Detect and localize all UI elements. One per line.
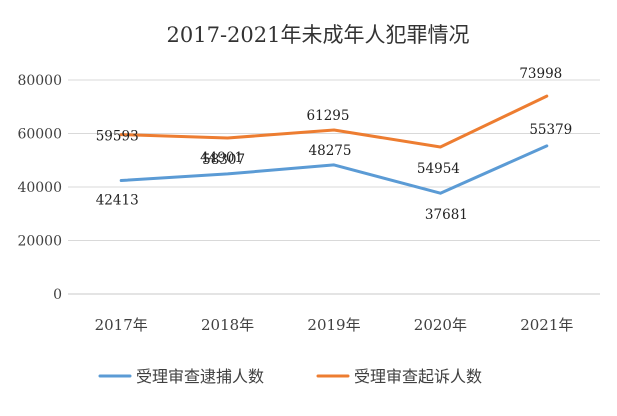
data-label: 59593 — [96, 129, 139, 145]
data-label: 42413 — [96, 193, 139, 209]
legend: 受理审查逮捕人数 受理审查起诉人数 — [98, 367, 482, 386]
x-tick-label: 2017年 — [95, 316, 148, 334]
legend-label: 受理审查起诉人数 — [354, 367, 482, 386]
legend-label: 受理审查逮捕人数 — [136, 367, 264, 386]
y-tick-label: 40000 — [17, 180, 62, 196]
data-label: 48275 — [309, 143, 352, 159]
x-tick-label: 2018年 — [201, 316, 254, 334]
gridlines — [68, 79, 600, 295]
data-label: 37681 — [425, 207, 468, 223]
chart-title: 2017-2021年未成年人犯罪情况 — [167, 23, 470, 47]
x-axis: 2017年 2018年 2019年 2020年 2021年 — [95, 316, 574, 334]
data-label: 61295 — [307, 108, 350, 124]
x-tick-label: 2021年 — [520, 316, 573, 334]
data-label: 73998 — [519, 66, 562, 82]
data-labels: 42413 44901 48275 37681 55379 59593 58307 61295… — [96, 66, 573, 223]
data-label: 44901 — [200, 150, 243, 166]
data-label: 55379 — [529, 122, 572, 138]
y-tick-label: 0 — [53, 287, 62, 303]
series-line — [119, 94, 549, 149]
y-tick-label: 80000 — [17, 73, 62, 89]
y-axis: 0 20000 40000 60000 80000 — [17, 73, 62, 303]
y-tick-label: 20000 — [17, 234, 62, 250]
series-lines — [119, 94, 549, 195]
x-tick-label: 2020年 — [414, 316, 467, 334]
data-label: 58307 — [202, 152, 245, 168]
y-tick-label: 60000 — [17, 127, 62, 143]
series-line — [119, 144, 549, 195]
x-tick-label: 2019年 — [307, 316, 360, 334]
data-label: 54954 — [417, 161, 460, 177]
